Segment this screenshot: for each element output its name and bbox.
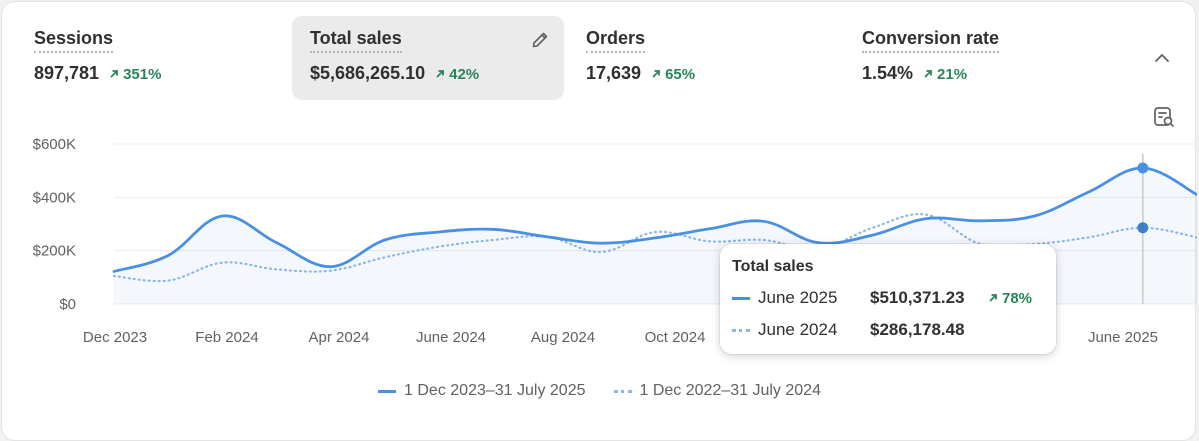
pencil-icon[interactable] [530,30,550,50]
metric-value: 897,781 [34,63,100,83]
metric-change-value: 65% [665,65,696,83]
metric-change: 42% [435,66,479,83]
y-tick-label: $0 [59,296,76,313]
y-tick-label: $400K [33,189,76,206]
chart-tooltip: Total sales June 2025 $510,371.23 78% Ju… [720,244,1056,354]
legend-dotted-key [613,389,632,393]
tooltip-change-value: 78% [1002,289,1033,307]
metric-value: 1.54% [862,63,914,83]
x-tick-label: June 2025 [1088,329,1158,346]
x-tick-label: Feb 2024 [195,329,258,346]
arrow-up-right-icon [652,70,660,78]
x-tick-label: Dec 2023 [83,329,147,346]
legend-label: 1 Dec 2022–31 July 2024 [639,382,821,399]
y-tick-label: $600K [33,136,76,153]
metric-change-value: 351% [123,65,162,83]
legend-label: 1 Dec 2023–31 July 2025 [404,382,586,399]
legend-item-current[interactable]: 1 Dec 2023–31 July 2025 [378,382,586,400]
metric-sessions[interactable]: Sessions 897,781 351% [16,16,288,100]
metric-total-sales[interactable]: Total sales $5,686,265.10 42% [292,16,564,100]
metric-label: Conversion rate [862,28,1000,53]
metric-label: Sessions [34,28,114,53]
series-current-key [732,296,750,300]
metric-orders[interactable]: Orders 17,639 65% [568,16,840,100]
metric-change: 351% [109,66,161,83]
arrow-up-right-icon [110,70,118,78]
x-tick-label: Aug 2024 [531,329,595,346]
metric-change-value: 21% [937,65,968,83]
tooltip-row-previous: June 2024 $286,178.48 [732,320,1044,340]
x-tick-label: Apr 2024 [309,329,370,346]
metric-value: 17,639 [586,63,642,83]
tooltip-period: June 2025 [758,288,838,307]
tooltip-value: $286,178.48 [870,320,965,339]
y-tick-label: $200K [33,243,76,260]
legend-solid-key [378,389,397,393]
arrow-up-right-icon [989,294,997,302]
metric-change: 65% [651,66,695,83]
metric-label: Orders [586,28,646,53]
analyze-icon[interactable] [1152,105,1176,129]
arrow-up-right-icon [436,70,445,78]
hover-point-previous [1137,222,1149,234]
metric-change-value: 42% [449,65,480,83]
x-tick-label: June 2024 [416,329,486,346]
metric-change: 21% [923,66,967,83]
chart-legend: 1 Dec 2023–31 July 2025 1 Dec 2022–31 Ju… [2,382,1197,400]
metric-value: $5,686,265.10 [310,63,426,83]
series-line-current [112,166,1197,273]
tooltip-row-current: June 2025 $510,371.23 78% [732,288,1044,308]
tooltip-value: $510,371.23 [870,288,965,307]
tooltip-period: June 2024 [758,320,838,339]
hover-point-current [1137,162,1149,174]
tooltip-title: Total sales [732,258,814,275]
tooltip-change: 78% [988,290,1032,307]
legend-item-previous[interactable]: 1 Dec 2022–31 July 2024 [613,382,821,400]
series-previous-key [732,328,750,332]
arrow-up-right-icon [924,70,932,78]
metric-label: Total sales [310,28,402,53]
metric-conversion-rate[interactable]: Conversion rate 1.54% 21% [844,16,1116,100]
chevron-up-icon[interactable] [1152,48,1172,68]
x-tick-label: Oct 2024 [645,329,706,346]
